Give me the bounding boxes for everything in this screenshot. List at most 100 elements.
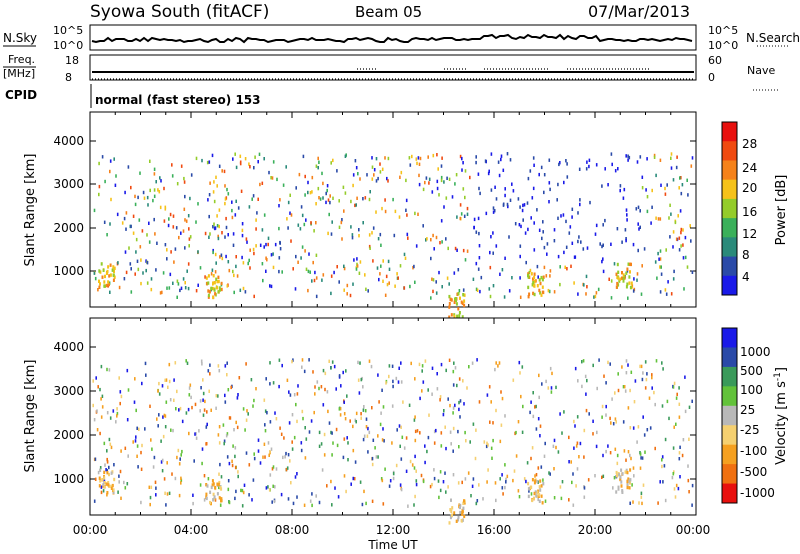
range-cell	[451, 513, 453, 517]
range-cell	[218, 472, 220, 476]
range-cell	[458, 311, 461, 315]
range-cell	[614, 417, 617, 421]
range-cell	[400, 457, 403, 461]
range-cell	[545, 379, 547, 384]
range-cell	[629, 481, 631, 485]
range-cell	[596, 430, 598, 435]
range-cell	[511, 276, 513, 280]
range-cell	[247, 261, 249, 266]
range-cell	[360, 416, 362, 420]
range-cell	[190, 173, 193, 177]
range-cell	[619, 475, 622, 479]
range-cell	[287, 497, 290, 501]
range-cell	[97, 288, 99, 292]
range-cell	[572, 472, 574, 476]
range-cell	[575, 484, 577, 488]
range-cell	[661, 464, 663, 469]
range-cell	[201, 447, 204, 451]
range-cell	[501, 396, 504, 401]
range-cell	[140, 258, 142, 262]
range-cell	[171, 174, 174, 178]
range-cell	[149, 404, 151, 408]
range-cell	[459, 503, 462, 508]
range-cell	[687, 193, 689, 197]
range-cell	[536, 479, 539, 484]
range-cell	[372, 438, 375, 442]
range-cell	[659, 265, 661, 269]
range-cell	[368, 359, 371, 363]
range-cell	[557, 216, 559, 220]
range-cell	[438, 495, 440, 500]
range-cell	[265, 486, 268, 490]
range-cell	[673, 425, 675, 429]
range-cell	[290, 239, 292, 243]
range-cell	[160, 460, 163, 464]
range-cell	[386, 176, 388, 181]
velocity-ytick-2000: 2000	[53, 428, 84, 442]
range-cell	[519, 205, 521, 209]
range-cell	[363, 434, 366, 438]
range-cell	[478, 400, 481, 404]
range-cell	[193, 459, 195, 463]
range-cell	[327, 409, 329, 414]
range-cell	[618, 279, 621, 283]
range-cell	[675, 396, 678, 400]
range-cell	[620, 468, 623, 472]
range-cell	[504, 193, 506, 198]
colorbar-block	[722, 386, 737, 407]
range-cell	[529, 268, 532, 273]
range-cell	[664, 288, 667, 292]
range-cell	[610, 152, 613, 156]
range-cell	[103, 470, 106, 475]
range-cell	[468, 365, 470, 369]
range-cell	[451, 195, 454, 199]
range-cell	[112, 488, 115, 492]
range-cell	[279, 241, 281, 245]
range-cell	[287, 453, 290, 457]
range-cell	[547, 288, 550, 293]
range-cell	[366, 434, 369, 438]
range-cell	[314, 270, 316, 275]
range-cell	[335, 387, 337, 391]
range-cell	[202, 413, 205, 417]
xtick-2000: 20:00	[578, 523, 613, 537]
range-cell	[379, 272, 381, 276]
range-cell	[161, 384, 164, 388]
range-cell	[299, 227, 302, 231]
range-cell	[505, 480, 507, 484]
range-cell	[462, 161, 464, 165]
range-cell	[113, 266, 116, 270]
range-cell	[679, 209, 682, 213]
range-cell	[278, 269, 280, 274]
range-cell	[187, 286, 190, 291]
range-cell	[531, 196, 534, 200]
range-cell	[269, 284, 271, 288]
range-cell	[646, 209, 649, 214]
range-cell	[457, 515, 460, 519]
range-cell	[540, 484, 543, 488]
range-cell	[384, 467, 386, 471]
range-cell	[421, 369, 423, 373]
range-cell	[560, 214, 562, 218]
range-cell	[210, 286, 213, 291]
range-cell	[373, 173, 375, 177]
range-cell	[272, 160, 275, 164]
range-cell	[338, 280, 340, 284]
range-cell	[519, 244, 522, 248]
range-cell	[418, 162, 421, 166]
range-cell	[494, 185, 496, 189]
range-cell	[431, 366, 434, 370]
range-cell	[436, 153, 438, 157]
range-cell	[371, 165, 374, 169]
range-cell	[94, 457, 97, 461]
range-cell	[653, 153, 656, 158]
range-cell	[269, 361, 271, 365]
range-cell	[400, 361, 402, 365]
range-cell	[224, 201, 226, 206]
range-cell	[397, 380, 400, 384]
range-cell	[374, 446, 376, 450]
colorbar-block	[722, 256, 737, 277]
range-cell	[267, 485, 269, 489]
range-cell	[393, 233, 396, 238]
range-cell	[212, 250, 214, 255]
